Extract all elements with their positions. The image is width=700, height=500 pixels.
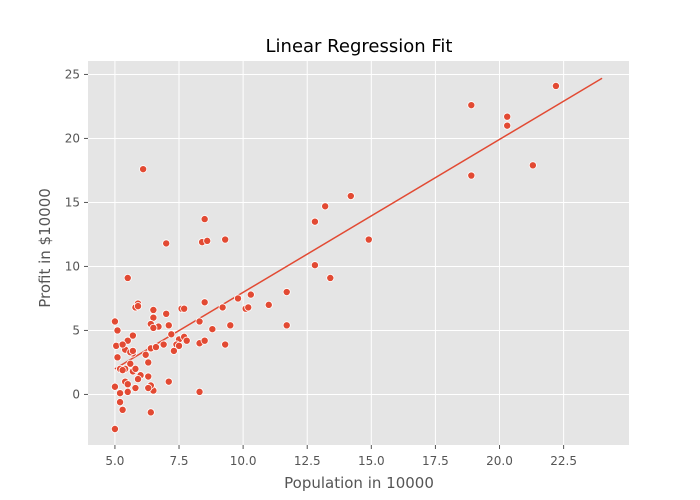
- data-point: [128, 331, 137, 340]
- data-point: [128, 346, 137, 355]
- x-tick-label: 17.5: [422, 454, 449, 468]
- data-point: [195, 317, 204, 326]
- data-point: [123, 273, 132, 282]
- y-tick-label: 20: [65, 131, 80, 145]
- plot-background: [88, 61, 629, 445]
- data-point: [200, 215, 209, 224]
- data-point: [113, 326, 122, 335]
- data-point: [112, 341, 121, 350]
- data-point: [551, 81, 560, 90]
- y-axis-label: Profit in $10000: [36, 188, 54, 308]
- data-point: [116, 389, 125, 398]
- data-point: [321, 202, 330, 211]
- data-point: [162, 309, 171, 318]
- data-point: [246, 290, 255, 299]
- data-point: [131, 364, 140, 373]
- data-points: [110, 81, 560, 433]
- x-tick-label: 20.0: [486, 454, 513, 468]
- data-point: [310, 217, 319, 226]
- data-point: [162, 239, 171, 248]
- data-point: [144, 358, 153, 367]
- data-point: [133, 375, 142, 384]
- x-axis-label: Population in 10000: [284, 474, 434, 492]
- data-point: [467, 171, 476, 180]
- data-point: [233, 294, 242, 303]
- data-point: [503, 121, 512, 130]
- data-point: [182, 336, 191, 345]
- data-point: [116, 398, 125, 407]
- data-point: [110, 317, 119, 326]
- x-tick-label: 5.0: [105, 454, 124, 468]
- data-point: [310, 261, 319, 270]
- tick-labels: 5.0 7.5 10.0 12.5 15.0 17.5 20.0 22.5 0 5 10 15 20 25: [65, 67, 577, 468]
- data-point: [326, 273, 335, 282]
- data-point: [180, 304, 189, 313]
- data-point: [503, 112, 512, 121]
- data-point: [244, 303, 253, 312]
- data-point: [110, 382, 119, 391]
- data-point: [133, 302, 142, 311]
- data-point: [149, 305, 158, 314]
- grid-lines: [88, 61, 629, 445]
- y-tick-label: 10: [65, 259, 80, 273]
- data-point: [226, 321, 235, 330]
- data-point: [282, 321, 291, 330]
- data-point: [208, 325, 217, 334]
- data-point: [126, 359, 135, 368]
- chart-title: Linear Regression Fit: [266, 36, 453, 57]
- data-point: [346, 192, 355, 201]
- data-point: [467, 101, 476, 110]
- y-tick-label: 15: [65, 195, 80, 209]
- data-point: [144, 372, 153, 381]
- data-point: [203, 236, 212, 245]
- data-point: [528, 161, 537, 170]
- data-point: [218, 303, 227, 312]
- data-point: [221, 235, 230, 244]
- data-point: [169, 346, 178, 355]
- data-point: [175, 341, 184, 350]
- data-point: [113, 353, 122, 362]
- data-point: [200, 298, 209, 307]
- data-point: [282, 288, 291, 297]
- x-tick-label: 12.5: [294, 454, 321, 468]
- x-tick-label: 22.5: [550, 454, 577, 468]
- data-point: [123, 380, 132, 389]
- y-tick-label: 0: [72, 387, 80, 401]
- y-tick-label: 25: [65, 67, 80, 81]
- data-point: [164, 377, 173, 386]
- data-point: [149, 323, 158, 332]
- data-point: [164, 321, 173, 330]
- data-point: [200, 336, 209, 345]
- data-point: [110, 424, 119, 433]
- data-point: [364, 235, 373, 244]
- data-point: [146, 408, 155, 417]
- data-point: [123, 387, 132, 396]
- data-point: [195, 387, 204, 396]
- data-point: [118, 340, 127, 349]
- data-point: [131, 384, 140, 393]
- x-tick-label: 10.0: [230, 454, 257, 468]
- x-tick-label: 7.5: [169, 454, 188, 468]
- data-point: [151, 343, 160, 352]
- data-point: [221, 340, 230, 349]
- data-point: [118, 366, 127, 375]
- data-point: [118, 405, 127, 414]
- data-point: [141, 350, 150, 359]
- data-point: [167, 330, 176, 339]
- y-tick-label: 5: [72, 323, 80, 337]
- data-point: [139, 165, 148, 174]
- data-point: [144, 384, 153, 393]
- x-tick-label: 15.0: [358, 454, 385, 468]
- data-point: [159, 340, 168, 349]
- data-point: [264, 300, 273, 309]
